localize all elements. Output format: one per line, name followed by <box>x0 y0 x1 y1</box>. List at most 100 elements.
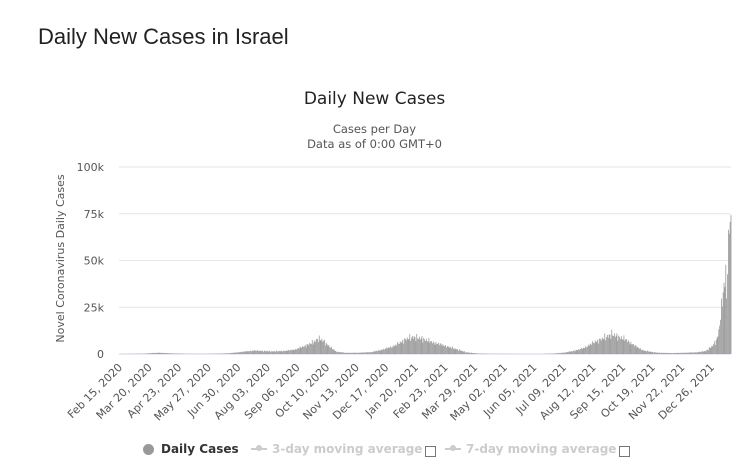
bar <box>598 343 600 354</box>
bar <box>253 350 255 354</box>
bar <box>380 349 382 354</box>
bar <box>442 344 444 354</box>
bar <box>377 351 378 354</box>
bar <box>358 352 359 354</box>
bar <box>668 352 670 354</box>
bar <box>609 334 611 354</box>
bar <box>153 353 155 354</box>
bar <box>243 351 244 354</box>
bar <box>248 351 250 354</box>
bar <box>323 340 324 354</box>
bar <box>284 351 286 354</box>
bar <box>313 341 315 354</box>
bar <box>593 342 594 354</box>
legend-label: Daily Cases <box>161 442 239 456</box>
bar <box>556 353 558 354</box>
bar <box>295 348 297 354</box>
bar <box>658 352 660 354</box>
bar <box>581 349 583 354</box>
bar <box>634 345 636 354</box>
legend-item-daily-cases[interactable]: Daily Cases <box>143 442 239 456</box>
y-tick-label: 0 <box>97 348 104 361</box>
bar <box>726 298 728 354</box>
bar <box>230 352 232 354</box>
bar <box>246 351 248 354</box>
bar <box>466 352 468 354</box>
bar <box>337 351 339 354</box>
bar <box>311 339 313 354</box>
bar <box>252 350 254 354</box>
bar <box>638 348 640 354</box>
bar <box>369 352 371 354</box>
bar <box>579 349 581 354</box>
bar <box>152 352 154 354</box>
bar <box>305 347 307 354</box>
checkbox-7-day-average[interactable] <box>619 446 630 457</box>
bar <box>266 350 268 354</box>
bar <box>148 353 149 354</box>
bar <box>278 350 280 354</box>
bar <box>639 348 640 354</box>
bar <box>345 352 347 354</box>
bar <box>378 350 380 354</box>
bar <box>635 345 637 354</box>
bar <box>223 353 224 354</box>
bar <box>408 339 410 354</box>
bar <box>586 347 587 354</box>
bar <box>356 352 358 354</box>
bar <box>452 346 453 354</box>
bar <box>351 352 353 354</box>
bar <box>392 345 394 354</box>
bar <box>411 336 413 354</box>
legend-item-3-day-average[interactable]: 3-day moving average <box>251 442 422 456</box>
bar <box>367 352 369 354</box>
bar <box>631 344 633 354</box>
bar <box>662 352 664 354</box>
bar <box>228 353 230 354</box>
bar <box>414 337 416 354</box>
bar <box>351 352 352 354</box>
bar <box>396 345 398 354</box>
bar <box>346 352 348 354</box>
bar <box>679 352 681 354</box>
bar <box>436 344 438 354</box>
bar <box>719 325 721 354</box>
bar <box>350 352 351 354</box>
bar <box>455 349 457 354</box>
bar <box>608 334 610 354</box>
bar <box>614 337 616 354</box>
bar <box>236 352 237 354</box>
bar <box>242 351 244 354</box>
bar <box>628 341 630 354</box>
bar <box>374 351 376 354</box>
bar <box>366 351 368 354</box>
bar <box>233 352 235 354</box>
bar <box>471 352 472 354</box>
bar <box>680 352 682 354</box>
chart-legend: Daily Cases 3-day moving average 7-day m… <box>0 442 749 462</box>
bar <box>247 350 249 354</box>
legend-item-7-day-average[interactable]: 7-day moving average <box>445 442 616 456</box>
bar <box>703 351 705 354</box>
bar <box>562 353 564 354</box>
bar <box>227 353 229 354</box>
bar <box>343 352 345 354</box>
bar <box>659 352 661 354</box>
bar <box>441 345 443 354</box>
bar <box>158 352 160 354</box>
bar <box>317 338 318 354</box>
bar <box>660 353 661 354</box>
bar <box>465 352 466 354</box>
bar <box>358 352 360 354</box>
checkbox-3-day-average[interactable] <box>425 446 436 457</box>
chart-data-timestamp: Data as of 0:00 GMT+0 <box>307 137 442 151</box>
bar <box>445 345 446 354</box>
bar <box>310 343 312 354</box>
bar <box>456 349 458 354</box>
bar <box>434 344 436 354</box>
bar <box>363 352 365 354</box>
bar <box>288 349 290 354</box>
bar <box>264 351 266 354</box>
bar <box>399 341 401 354</box>
chart-title: Daily New Cases <box>303 89 446 109</box>
